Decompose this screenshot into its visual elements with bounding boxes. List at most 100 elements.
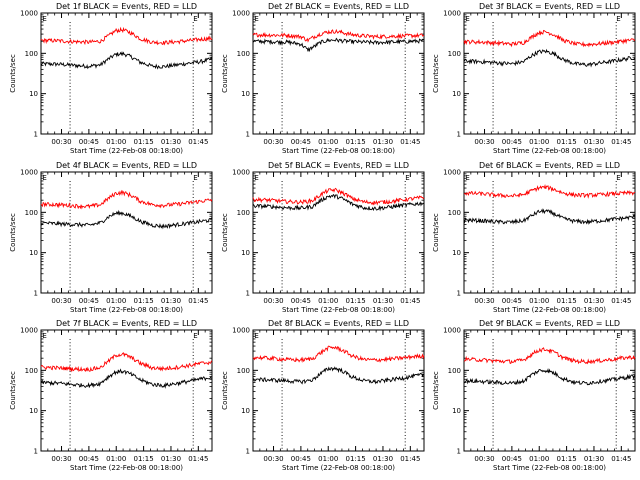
x-axis-label: Start Time (22-Feb-08 00:18:00) (70, 464, 183, 472)
x-tick-label: 01:45 (400, 297, 420, 305)
y-tick-label: 1000 (443, 10, 461, 18)
y-tick-label: 100 (448, 209, 461, 217)
series-line-lld (252, 28, 425, 43)
y-tick-label: 10 (452, 407, 461, 415)
x-tick-label: 01:30 (584, 297, 604, 305)
series-line-events (252, 193, 425, 212)
plot-frame (463, 171, 636, 294)
x-tick-label: 01:45 (611, 297, 631, 305)
x-tick-label: 01:30 (373, 297, 393, 305)
x-tick-label: 01:45 (400, 138, 420, 146)
x-tick-label: 01:45 (611, 455, 631, 463)
x-tick-label: 00:45 (502, 297, 522, 305)
series-line-lld (40, 352, 213, 373)
x-tick-label: 00:30 (51, 297, 71, 305)
chart-panel-4: Det 4f BLACK = Events, RED = LLD 1 10 100 10… (9, 161, 213, 314)
annotation-label: E (405, 174, 409, 182)
x-tick-label: 01:45 (611, 138, 631, 146)
y-axis-label: Counts/sec (432, 54, 440, 93)
y-tick-label: 100 (237, 367, 250, 375)
annotation-label: E (465, 15, 469, 23)
x-tick-label: 01:30 (161, 297, 181, 305)
x-tick-label: 01:00 (529, 455, 549, 463)
panel-title: Det 6f BLACK = Events, RED = LLD (479, 161, 620, 170)
x-tick-label: 00:30 (263, 455, 283, 463)
x-tick-label: 01:30 (373, 138, 393, 146)
annotation-label: E (405, 15, 409, 23)
x-tick-label: 00:30 (474, 297, 494, 305)
annotation-label: E (254, 15, 258, 23)
chart-panel-3: Det 3f BLACK = Events, RED = LLD 1 10 100 10… (432, 2, 636, 155)
x-tick-label: 01:00 (529, 297, 549, 305)
series-line-events (463, 48, 636, 68)
y-tick-label: 1 (246, 290, 250, 298)
series-line-events (463, 367, 636, 386)
chart-panel-8: Det 8f BLACK = Events, RED = LLD 1 10 100 10… (221, 319, 425, 472)
y-tick-label: 1000 (232, 169, 250, 177)
y-axis-label: Counts/sec (432, 371, 440, 410)
annotation-label: E (193, 15, 197, 23)
x-tick-label: 01:30 (161, 138, 181, 146)
series-line-events (40, 209, 213, 230)
plot-frame (252, 171, 425, 294)
x-tick-label: 00:45 (502, 138, 522, 146)
x-tick-label: 00:45 (79, 297, 99, 305)
y-tick-label: 10 (29, 249, 38, 257)
x-tick-label: 00:45 (291, 297, 311, 305)
plot-frame (40, 329, 213, 452)
series-line-lld (40, 189, 213, 210)
x-tick-label: 00:45 (79, 138, 99, 146)
x-tick-label: 01:45 (188, 455, 208, 463)
x-tick-label: 01:00 (318, 455, 338, 463)
chart-panel-7: Det 7f BLACK = Events, RED = LLD 1 10 100 10… (9, 319, 213, 472)
x-tick-label: 01:00 (106, 138, 126, 146)
annotation-label: E (42, 332, 46, 340)
x-tick-label: 01:30 (584, 138, 604, 146)
x-tick-label: 01:45 (400, 455, 420, 463)
series-line-lld (252, 345, 425, 363)
y-tick-label: 10 (241, 407, 250, 415)
annotation-label: E (254, 174, 258, 182)
y-axis-label: Counts/sec (432, 213, 440, 252)
y-tick-label: 1 (34, 131, 38, 139)
y-tick-label: 10 (241, 249, 250, 257)
series-line-lld (252, 187, 425, 206)
chart-panel-9: Det 9f BLACK = Events, RED = LLD 1 10 100 10… (432, 319, 636, 472)
x-tick-label: 00:30 (51, 138, 71, 146)
x-axis-label: Start Time (22-Feb-08 00:18:00) (70, 306, 183, 314)
x-tick-label: 01:45 (188, 297, 208, 305)
x-tick-label: 01:00 (318, 138, 338, 146)
annotation-label: E (616, 174, 620, 182)
y-tick-label: 1 (34, 448, 38, 456)
x-axis-label: Start Time (22-Feb-08 00:18:00) (493, 306, 606, 314)
y-tick-label: 1 (246, 448, 250, 456)
x-tick-label: 01:30 (161, 455, 181, 463)
x-tick-label: 01:15 (346, 138, 366, 146)
y-tick-label: 1000 (20, 169, 38, 177)
series-line-lld (463, 347, 636, 365)
x-tick-label: 00:45 (291, 138, 311, 146)
x-axis-label: Start Time (22-Feb-08 00:18:00) (70, 147, 183, 155)
y-tick-label: 10 (241, 90, 250, 98)
series-line-events (463, 208, 636, 225)
y-tick-label: 1 (457, 131, 461, 139)
y-tick-label: 10 (29, 407, 38, 415)
y-tick-label: 10 (29, 90, 38, 98)
annotation-label: E (465, 174, 469, 182)
x-tick-label: 01:15 (346, 455, 366, 463)
x-tick-label: 01:15 (134, 138, 154, 146)
x-tick-label: 01:00 (318, 297, 338, 305)
x-tick-label: 01:15 (134, 297, 154, 305)
plot-frame (40, 171, 213, 294)
plot-frame (463, 12, 636, 135)
chart-panel-6: Det 6f BLACK = Events, RED = LLD 1 10 100 10… (432, 161, 636, 314)
annotation-label: E (465, 332, 469, 340)
x-tick-label: 01:00 (106, 297, 126, 305)
series-line-lld (40, 26, 213, 46)
y-tick-label: 1 (34, 290, 38, 298)
annotation-label: E (616, 15, 620, 23)
chart-panel-2: Det 2f BLACK = Events, RED = LLD 1 10 100 10… (221, 2, 425, 155)
x-tick-label: 01:15 (134, 455, 154, 463)
